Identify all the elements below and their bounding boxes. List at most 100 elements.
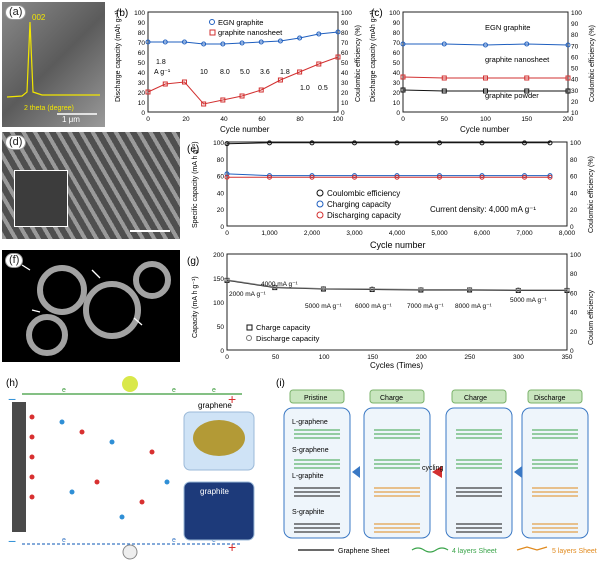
e-yticks-label: 20 xyxy=(217,207,225,214)
panel-g-plot-area xyxy=(226,253,568,351)
e-yticks-label: 40 xyxy=(217,190,225,197)
legend-e-charging: Charging capacity xyxy=(327,200,391,209)
series-label-egn: EGN graphite xyxy=(485,23,530,32)
panel-c-ylabel: Discharge capacity (mAh g⁻¹) xyxy=(370,10,377,102)
graphene-image xyxy=(193,420,245,456)
panel-i-legend: Graphene Sheet 4 layers Sheet 5 layers S… xyxy=(298,546,597,555)
rate-b-8: 0.5 xyxy=(318,85,328,92)
b-y2ticks-label: 40 xyxy=(341,70,349,77)
b-yticks-label: 80 xyxy=(138,30,146,37)
light-bulb-bottom-icon xyxy=(122,544,138,560)
legend-graphene-text: Graphene Sheet xyxy=(338,548,389,555)
panel-b-y2-ticks: 0 10 20 30 40 50 60 70 80 90 100 xyxy=(341,10,352,117)
legend-e-marker-2 xyxy=(316,200,324,208)
arrow-icon xyxy=(352,466,360,478)
series-label-powder: graphite powder xyxy=(485,91,539,100)
series-line-nanosheet xyxy=(147,56,339,105)
b-yticks-label: 90 xyxy=(138,20,146,27)
b-y2ticks-label: 10 xyxy=(341,100,349,107)
panel-g-xlabel: Cycles (Times) xyxy=(370,361,423,370)
g-xticks-label: 200 xyxy=(416,354,427,361)
panel-i-schematic: (i) Pristine Charge Charge Discharge L-g… xyxy=(276,378,597,555)
panel-b-xlabel: Cycle number xyxy=(220,125,270,134)
graphite-box xyxy=(183,481,255,541)
legend-e-discharging: Discharging capacity xyxy=(327,211,401,220)
c-y2ticks-label: 10 xyxy=(571,110,579,117)
panel-b-x-ticks: 0 20 40 60 80 100 xyxy=(146,116,344,123)
label-f: (f) xyxy=(5,253,24,268)
stage-header-0 xyxy=(289,389,345,404)
c-y2ticks-label: 60 xyxy=(571,54,579,61)
label-c: (c) xyxy=(371,8,383,19)
electron-top-2: e xyxy=(172,387,176,394)
g-yticks-label: 100 xyxy=(213,300,224,307)
panel-c-chart: (c) Discharge capacity (mAh g⁻¹) Coulomb… xyxy=(370,8,596,134)
series-line-ce xyxy=(226,142,550,145)
xrd-curve xyxy=(6,21,100,98)
row-l-graphite: L-graphite xyxy=(292,473,324,480)
panel-d-scale-bar xyxy=(130,230,170,232)
e-yticks-label: 0 xyxy=(220,224,224,231)
g-xticks-label: 100 xyxy=(319,354,330,361)
panel-g-y2-ticks: 0 20 40 60 80 100 xyxy=(570,252,581,355)
legend-b-marker-1 xyxy=(209,19,215,25)
ion-dots xyxy=(29,414,155,505)
c-y2ticks-label: 20 xyxy=(571,99,579,106)
b-yticks-label: 50 xyxy=(138,60,146,67)
plus-bottom-icon: + xyxy=(228,539,236,555)
panel-d-sem-image: (d) xyxy=(2,132,180,239)
b-yticks-label: 70 xyxy=(138,40,146,47)
c-xticks-label: 100 xyxy=(480,116,491,123)
stage-header-2 xyxy=(451,389,507,404)
label-i: (i) xyxy=(276,378,285,389)
legend-g-charge: Charge capacity xyxy=(256,323,310,332)
series-line-discharge xyxy=(226,279,567,291)
series-line-egn xyxy=(148,31,339,45)
data-point-nanosheet xyxy=(297,69,303,75)
graphite-label: graphite xyxy=(200,487,229,496)
e-y2ticks-label: 0 xyxy=(570,224,574,231)
legend-four-line xyxy=(411,547,449,553)
panel-c-y2label: Coulombic efficiency (%) xyxy=(589,25,596,102)
panel-d-inset xyxy=(14,170,68,227)
b-xticks-label: 40 xyxy=(220,116,228,123)
cycling-arrow-icon xyxy=(432,466,442,478)
label-g: (g) xyxy=(187,256,199,267)
data-point-nanosheet xyxy=(145,89,151,95)
rate-b-7: 1.0 xyxy=(300,85,310,92)
e-yticks-label: 60 xyxy=(217,174,225,181)
b-xticks-label: 20 xyxy=(182,116,190,123)
stage-box-2 xyxy=(445,407,513,539)
minus-top-icon: − xyxy=(8,391,16,407)
e-xticks-label: 0 xyxy=(225,230,229,237)
g-xticks-label: 0 xyxy=(225,354,229,361)
c-xticks-label: 200 xyxy=(563,116,574,123)
panel-e-chart: (e) Specific capacity (mA h g⁻¹) Coulomb… xyxy=(187,140,595,250)
panel-c-xlabel: Cycle number xyxy=(460,125,510,134)
c-xticks-label: 150 xyxy=(521,116,532,123)
g-yticks-label: 50 xyxy=(217,324,225,331)
arrow-icon xyxy=(514,466,522,478)
rate-g-6: 8000 mA g⁻¹ xyxy=(455,303,493,310)
panel-g-series xyxy=(224,277,570,293)
c-yticks-label: 80 xyxy=(393,30,401,37)
panel-i-boxes xyxy=(283,389,589,539)
panel-b-series xyxy=(145,29,341,107)
light-bulb-top-icon xyxy=(122,376,138,392)
legend-five-text: 5 layers Sheet xyxy=(552,548,597,555)
label-b: (b) xyxy=(116,8,128,19)
panel-e-note: Current density: 4,000 mA g⁻¹ xyxy=(430,205,536,214)
c-xticks-label: 50 xyxy=(441,116,449,123)
b-y2ticks-label: 100 xyxy=(341,10,352,17)
panel-g-ylabel: Capacity (mA h g⁻¹) xyxy=(192,276,199,338)
data-point-nanosheet xyxy=(258,87,264,93)
c-yticks-label: 40 xyxy=(393,70,401,77)
stage-box-0 xyxy=(283,407,351,539)
legend-e-marker-3 xyxy=(316,211,324,219)
panel-b-y-ticks: 0 10 20 30 40 50 60 70 80 90 100 xyxy=(134,10,145,117)
panel-e-y-ticks: 0 20 40 60 80 100 xyxy=(213,140,224,231)
legend-b-egn: EGN graphite xyxy=(218,18,263,27)
c-yticks-label: 10 xyxy=(393,100,401,107)
graphene-label: graphene xyxy=(198,401,232,410)
e-y2ticks-label: 80 xyxy=(570,157,578,164)
